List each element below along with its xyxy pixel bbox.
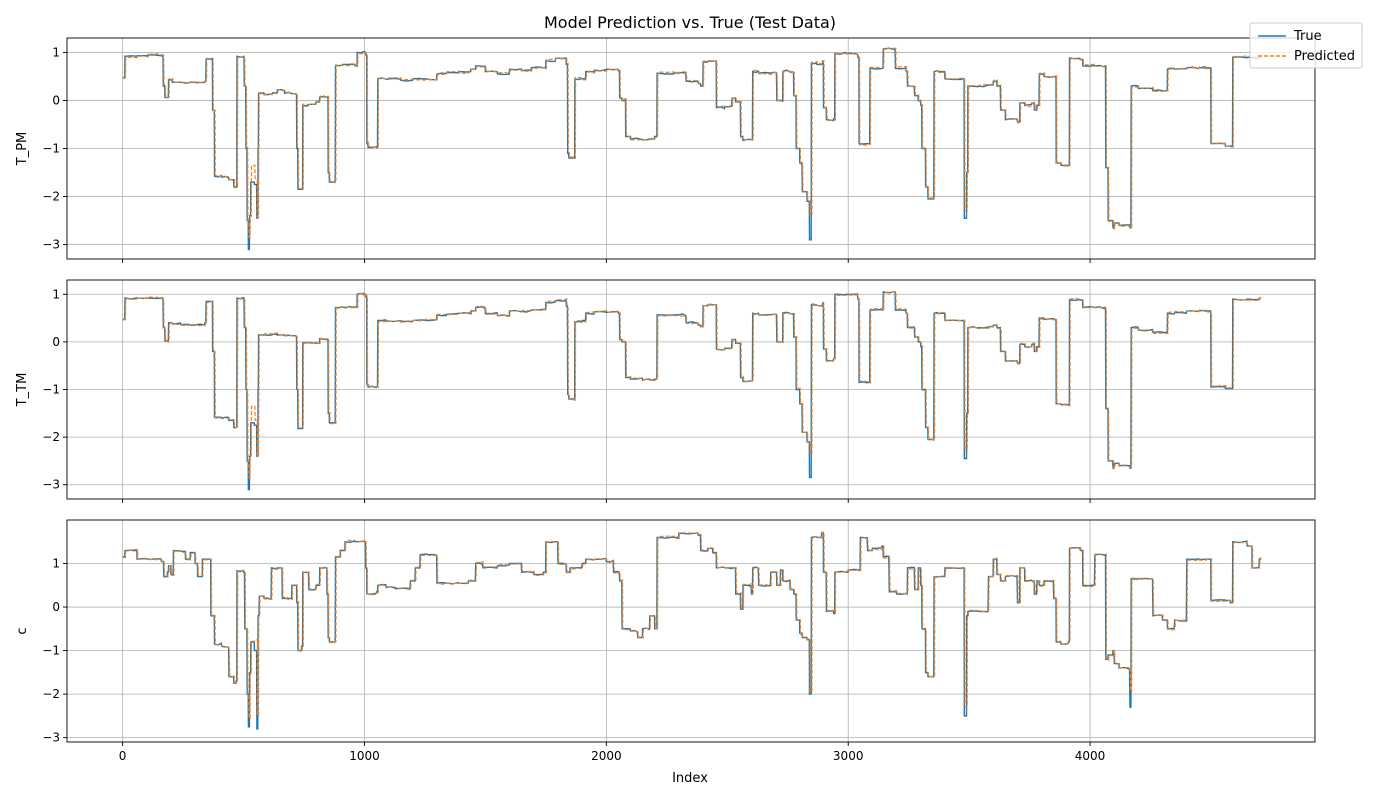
x-tick-label: 1000 — [349, 749, 380, 763]
y-tick-label: −2 — [42, 687, 60, 701]
legend: True Predicted — [1249, 22, 1363, 69]
y-axis-label: T_PM — [15, 132, 30, 167]
series-line-predicted — [123, 47, 1262, 238]
y-tick-label: −1 — [42, 142, 60, 156]
x-tick-label: 3000 — [833, 749, 864, 763]
y-tick-label: −2 — [42, 430, 60, 444]
y-axis-label: c — [15, 627, 30, 634]
y-tick-label: 0 — [52, 335, 60, 349]
series-line-true — [122, 291, 1261, 491]
y-tick-label: −3 — [42, 238, 60, 252]
y-tick-label: −3 — [42, 731, 60, 745]
axes-frame — [66, 519, 1316, 743]
y-axis-label: T_TM — [15, 373, 30, 408]
x-tick-label: 4000 — [1075, 749, 1106, 763]
y-tick-label: 1 — [52, 557, 60, 571]
x-tick-label: 2000 — [591, 749, 622, 763]
series-line-true — [122, 532, 1262, 730]
subplot-t-pm: −3 −2 −1 0 1 T_PM — [15, 37, 1316, 263]
y-tick-label: 1 — [52, 287, 60, 301]
series-line-predicted — [123, 531, 1262, 719]
y-tick-label: −3 — [42, 478, 60, 492]
subplot-t-tm: −3 −2 −1 0 1 T_TM — [15, 279, 1316, 503]
chart-title: Model Prediction vs. True (Test Data) — [544, 13, 836, 32]
y-tick-label: 0 — [52, 93, 60, 107]
y-tick-label: −2 — [42, 190, 60, 204]
legend-label-true: True — [1293, 29, 1322, 44]
y-tick-label: −1 — [42, 644, 60, 658]
x-axis-label: Index — [672, 771, 708, 786]
y-tick-label: 1 — [52, 45, 60, 59]
x-tick-label: 0 — [119, 749, 127, 763]
series-line-true — [122, 47, 1261, 251]
y-tick-label: −1 — [42, 383, 60, 397]
legend-label-predicted: Predicted — [1294, 49, 1355, 64]
y-tick-label: 0 — [52, 600, 60, 614]
subplot-c: −3 −2 −1 0 1 0 1000 2000 3000 4000 c — [15, 519, 1316, 763]
series-line-predicted — [123, 291, 1262, 479]
